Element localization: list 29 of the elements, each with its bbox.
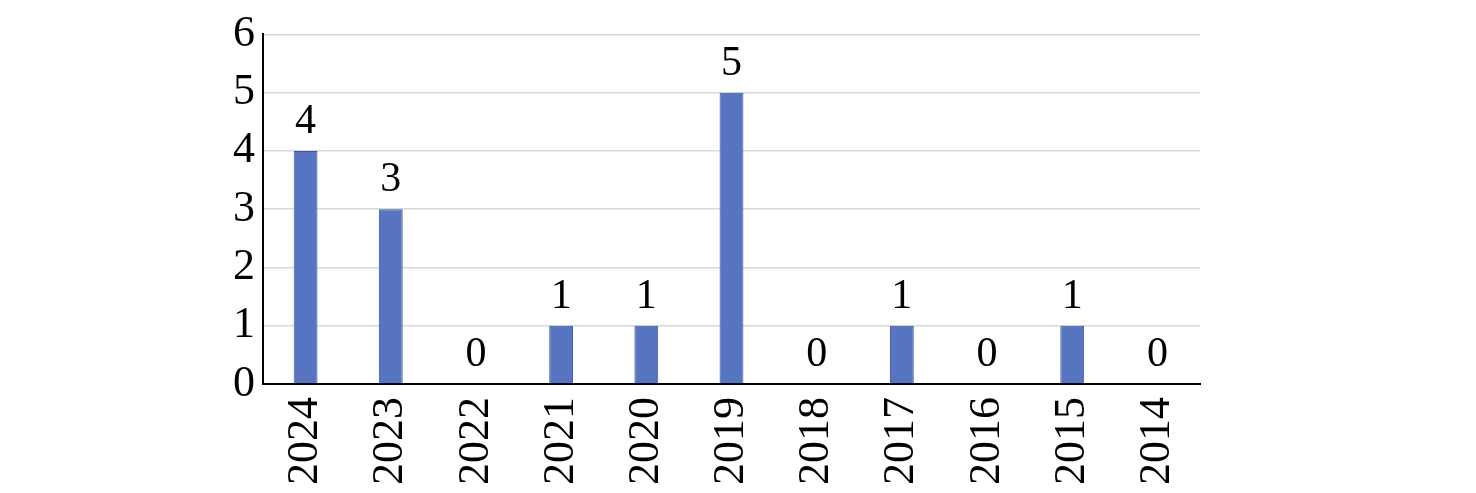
- data-label: 5: [721, 37, 742, 84]
- data-label: 3: [380, 154, 402, 201]
- data-label: 1: [635, 270, 657, 317]
- data-label: 0: [806, 329, 828, 376]
- data-label: 0: [465, 329, 487, 376]
- x-tick-label: 2015: [1044, 397, 1094, 485]
- y-tick-label: 2: [233, 240, 255, 290]
- x-tick-label: 2018: [789, 397, 839, 485]
- data-label: 1: [891, 270, 913, 317]
- data-label: 1: [1061, 270, 1083, 317]
- x-tick-label: 2014: [1129, 397, 1179, 485]
- x-tick-label: 2022: [448, 397, 498, 485]
- x-tick-label: 2017: [874, 397, 924, 485]
- x-tick-label: 2019: [704, 397, 754, 485]
- data-label: 1: [550, 270, 572, 317]
- data-label: 4: [295, 95, 317, 142]
- x-tick-label: 2016: [959, 397, 1009, 485]
- y-tick-label: 1: [233, 298, 255, 348]
- y-tick-label: 6: [233, 6, 255, 56]
- data-label: 0: [1146, 329, 1168, 376]
- y-tick-label: 0: [233, 356, 255, 406]
- x-tick-label: 2023: [363, 397, 413, 485]
- x-tick-label: 2021: [533, 397, 583, 485]
- y-tick-label: 4: [233, 123, 255, 173]
- data-label: 0: [976, 329, 998, 376]
- y-tick-label: 3: [233, 181, 255, 231]
- x-tick-label: 2020: [618, 397, 668, 485]
- y-tick-label: 5: [233, 65, 255, 115]
- x-tick-label: 2024: [278, 397, 328, 485]
